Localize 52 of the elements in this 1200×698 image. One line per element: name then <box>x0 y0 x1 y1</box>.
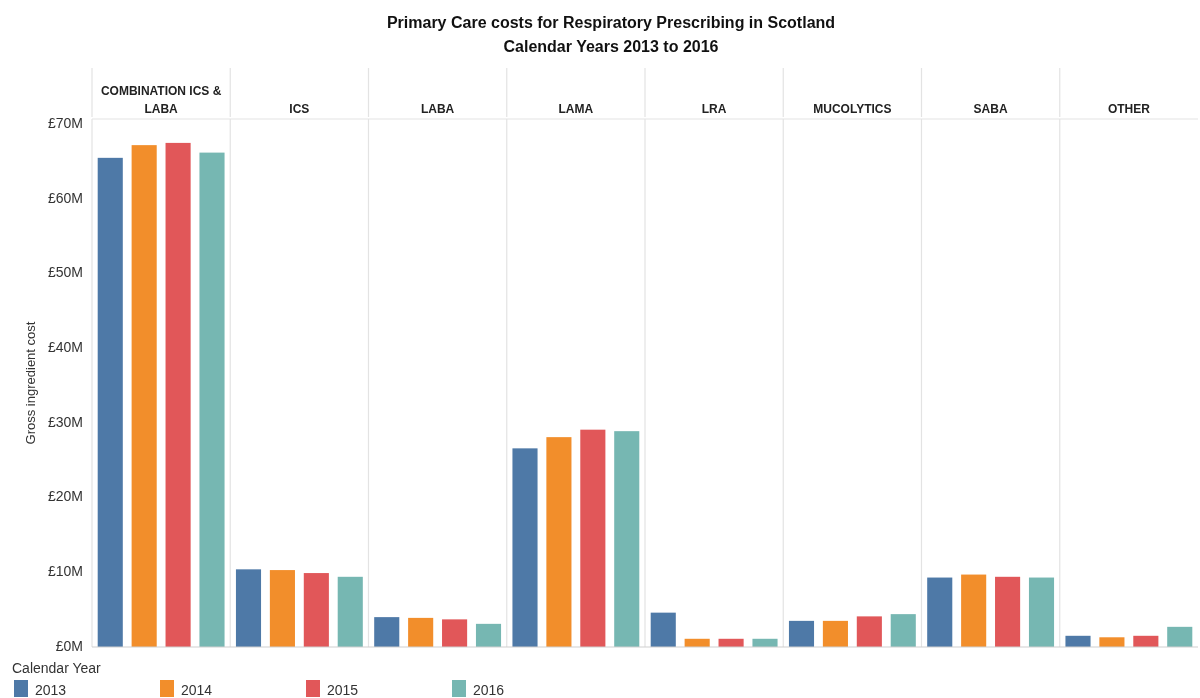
y-tick-label: £60M <box>47 189 83 206</box>
legend-label: 2015 <box>327 682 359 698</box>
x-tick-label: SABA <box>973 102 1008 116</box>
bar <box>580 429 606 647</box>
bar <box>303 573 329 647</box>
bar <box>927 577 953 647</box>
y-tick-label: £30M <box>47 413 83 430</box>
bar <box>614 431 640 647</box>
bar <box>408 617 434 647</box>
x-tick-label: LAMA <box>558 102 594 116</box>
bar <box>337 576 363 647</box>
legend-title: Calendar Year <box>12 660 102 676</box>
bar <box>97 157 123 647</box>
x-tick-label: COMBINATION ICS & LABA <box>100 84 222 116</box>
x-tick-label: LRA <box>701 102 727 116</box>
x-tick-label: MUCOLYTICS <box>813 102 892 116</box>
bar <box>165 142 191 647</box>
bar <box>961 574 987 647</box>
bar <box>442 619 468 647</box>
bar <box>995 576 1021 647</box>
bar <box>475 623 502 647</box>
bar <box>822 620 848 647</box>
bar <box>374 617 400 647</box>
bar <box>856 616 882 647</box>
bar <box>650 612 676 647</box>
bar <box>1099 637 1125 647</box>
y-tick-label: £70M <box>47 114 83 131</box>
y-tick-label: £0M <box>55 637 83 654</box>
bar <box>235 569 262 647</box>
bar <box>269 570 295 647</box>
bar <box>788 620 815 647</box>
y-tick-label: £20M <box>47 488 83 505</box>
y-tick-label: £40M <box>47 338 83 355</box>
bar <box>512 448 538 647</box>
x-tick-label: ICS <box>289 102 310 116</box>
x-tick-label: LABA <box>420 102 455 116</box>
legend-label: 2014 <box>181 682 213 698</box>
chart-subtitle: Calendar Years 2013 to 2016 <box>503 38 719 55</box>
bar <box>131 145 157 647</box>
bar <box>1028 577 1055 647</box>
bar <box>1167 626 1193 647</box>
bar <box>199 152 225 647</box>
y-tick-label: £50M <box>47 264 83 281</box>
y-axis-title: Gross ingredient cost <box>23 321 38 445</box>
bar <box>1065 635 1091 647</box>
legend-label: 2016 <box>473 682 505 698</box>
x-tick-label: OTHER <box>1107 102 1151 116</box>
bar <box>890 614 916 647</box>
bar <box>546 437 572 647</box>
chart-title: Primary Care costs for Respiratory Prescribing in Scotland <box>386 14 836 31</box>
legend-label: 2013 <box>35 682 67 698</box>
y-tick-label: £10M <box>47 563 83 580</box>
